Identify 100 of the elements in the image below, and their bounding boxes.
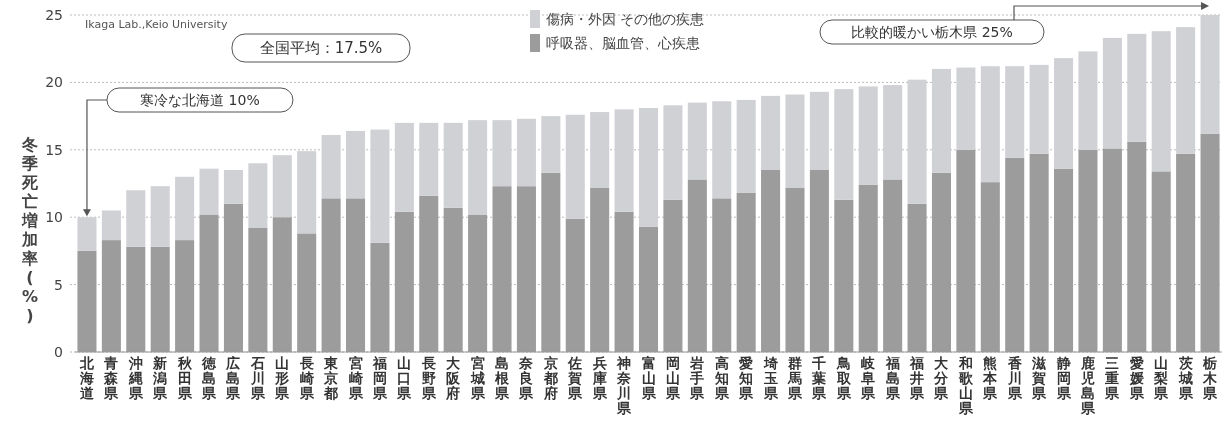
- bar: [492, 120, 512, 187]
- x-tick-label: 青森県: [103, 355, 120, 401]
- x-tick-label: 宮城県: [469, 355, 486, 401]
- x-tick-label: 佐賀県: [567, 355, 584, 401]
- x-tick-label: 京都府: [542, 355, 558, 401]
- bar: [150, 186, 170, 247]
- x-tick-label: 栃木県: [1202, 355, 1219, 401]
- annotation: 比較的暖かい栃木県 25%: [851, 24, 1013, 40]
- bar: [223, 170, 243, 204]
- x-tick-label: 石川県: [249, 355, 266, 401]
- x-tick-label: 鳥取県: [835, 355, 852, 401]
- bar: [468, 120, 488, 215]
- bar: [834, 89, 854, 200]
- bar: [590, 112, 610, 188]
- x-tick-label: 千葉県: [811, 355, 828, 401]
- x-tick-label: 岐阜県: [860, 355, 877, 401]
- bar: [638, 108, 659, 227]
- bar: [321, 134, 341, 199]
- legend-label: 傷病・外因 その他の疾患: [545, 11, 705, 27]
- bar: [858, 86, 878, 185]
- bar: [761, 95, 781, 171]
- bar: [980, 66, 1000, 183]
- bar: [1102, 37, 1122, 149]
- x-tick-label: 山形県: [274, 355, 291, 401]
- bar: [443, 122, 463, 208]
- x-tick-label: 福岡県: [371, 355, 388, 401]
- x-tick-label: 北海道: [78, 355, 95, 401]
- bar: [565, 114, 585, 219]
- bar: [1200, 15, 1220, 134]
- x-tick-label: 大阪府: [445, 355, 462, 401]
- y-tick-label: 15: [45, 141, 63, 158]
- x-tick-label: 神奈川県: [616, 355, 633, 416]
- x-tick-label: 岡山県: [664, 355, 681, 401]
- bar: [931, 68, 951, 173]
- bar: [346, 130, 366, 199]
- x-tick-label: 沖縄県: [127, 355, 144, 401]
- text: 冬季死亡増加率(%): [21, 135, 39, 325]
- bar: [101, 210, 121, 241]
- x-tick-label: 新潟県: [152, 355, 169, 401]
- bar: [394, 122, 414, 212]
- x-tick-label: 徳島県: [201, 355, 218, 401]
- bar: [248, 163, 268, 228]
- bar: [809, 91, 829, 171]
- bar: [907, 79, 927, 204]
- annotation: Ikaga Lab.,Keio University: [85, 18, 228, 31]
- bar: [1176, 27, 1196, 154]
- bar: [1054, 58, 1074, 169]
- x-tick-label: 福井県: [909, 355, 926, 401]
- x-tick-label: 和歌山県: [957, 355, 974, 416]
- x-tick-label: 香川県: [1006, 355, 1023, 401]
- x-tick-label: 山梨県: [1153, 355, 1170, 401]
- bar: [883, 85, 903, 180]
- x-tick-label: 山口県: [396, 355, 413, 401]
- x-tick-label: 富山県: [640, 355, 657, 401]
- bar: [175, 176, 195, 241]
- x-tick-label: 愛知県: [738, 355, 755, 401]
- x-tick-label: 秋田県: [176, 355, 193, 401]
- x-tick-label: 熊本県: [982, 355, 999, 401]
- bar: [712, 101, 732, 199]
- x-tick-label: 愛媛県: [1128, 355, 1145, 401]
- bar: [956, 67, 976, 150]
- x-tick-label: 茨城県: [1177, 355, 1194, 401]
- x-tick-label: 滋賀県: [1031, 355, 1048, 401]
- x-tick-label: 長崎県: [298, 355, 315, 401]
- annotation: 寒冷な北海道 10%: [140, 92, 260, 108]
- legend-label: 呼吸器、脳血管、心疾患: [546, 35, 700, 51]
- x-tick-label: 兵庫県: [591, 355, 608, 401]
- y-tick-label: 25: [45, 6, 63, 23]
- bar: [1005, 66, 1025, 158]
- bar: [272, 155, 292, 218]
- bar: [1078, 51, 1098, 150]
- x-tick-label: 東京都: [323, 355, 340, 401]
- x-tick-label: 静岡県: [1055, 355, 1072, 401]
- bar: [541, 116, 561, 173]
- y-tick-label: 5: [54, 276, 63, 293]
- bar: [419, 122, 439, 196]
- bar: [297, 151, 317, 234]
- x-tick-label: 三重県: [1104, 355, 1121, 401]
- bar: [199, 168, 219, 215]
- x-tick-label: 島根県: [494, 355, 511, 401]
- bar: [77, 217, 97, 251]
- bar: [1151, 31, 1171, 172]
- x-tick-label: 広島県: [225, 355, 242, 401]
- x-tick-label: 埼玉県: [762, 355, 779, 401]
- bar: [663, 105, 683, 200]
- x-tick-label: 奈良県: [518, 355, 535, 401]
- bar: [614, 109, 634, 212]
- bar: [1029, 64, 1049, 154]
- bar: [687, 102, 707, 180]
- x-tick-label: 長野県: [420, 355, 437, 401]
- y-tick-label: 0: [54, 343, 63, 360]
- y-tick-label: 10: [45, 209, 63, 226]
- x-tick-label: 福島県: [884, 355, 901, 401]
- bar: [126, 190, 146, 247]
- bar: [370, 129, 390, 243]
- bar: [516, 118, 536, 187]
- y-tick-label: 20: [45, 74, 63, 91]
- bar: [1127, 33, 1147, 142]
- x-tick-label: 岩手県: [689, 355, 706, 401]
- x-tick-label: 宮崎県: [347, 355, 364, 401]
